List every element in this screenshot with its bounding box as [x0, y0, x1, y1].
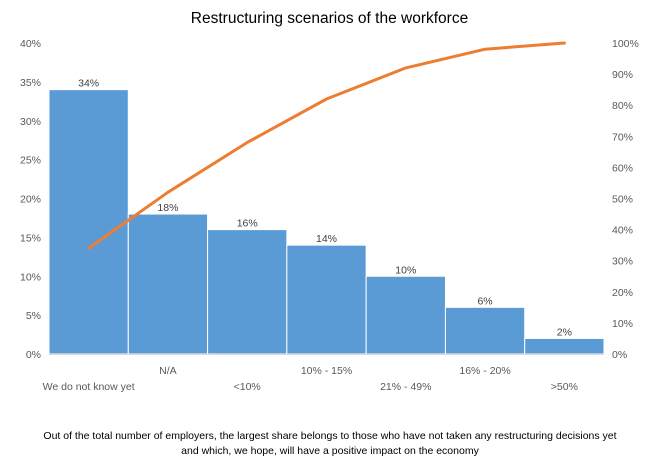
right-axis-tick-label: 50% [612, 194, 633, 206]
cumulative-line [87, 41, 566, 250]
left-axis-tick-label: 20% [20, 194, 41, 206]
right-axis-tick-label: 100% [612, 38, 639, 50]
left-axis: 0% 5% 10% 15% 20% 25% 30% 35% 40% [20, 38, 41, 361]
x-axis-category-label: <10% [234, 381, 261, 393]
left-axis-tick-label: 5% [26, 310, 41, 322]
bar [524, 337, 605, 355]
bar [444, 306, 526, 355]
right-axis-tick-label: 70% [612, 131, 633, 143]
bar [365, 275, 446, 355]
right-axis-tick-label: 30% [612, 256, 633, 268]
x-axis: We do not know yet N/A <10% 10% - 15% 21% - … [43, 354, 604, 393]
x-axis-category-label: >50% [551, 381, 578, 393]
bar-data-label: 16% [237, 218, 258, 230]
bar-data-label: 34% [78, 78, 99, 90]
bars [48, 89, 605, 355]
left-axis-tick-label: 30% [20, 116, 41, 128]
right-axis-tick-label: 40% [612, 225, 633, 237]
x-axis-category-label: N/A [159, 365, 177, 377]
bar [127, 213, 209, 355]
right-axis-tick-label: 80% [612, 100, 633, 112]
right-axis-tick-label: 10% [612, 318, 633, 330]
left-axis-tick-label: 10% [20, 271, 41, 283]
right-axis-tick-label: 20% [612, 287, 633, 299]
bar-data-labels: 34% 18% 16% 14% 10% 6% 2% [78, 78, 572, 339]
chart-caption: Out of the total number of employers, th… [43, 430, 617, 457]
cumulative-line-group [87, 41, 566, 250]
left-axis-tick-label: 40% [20, 38, 41, 50]
left-axis-tick-label: 35% [20, 77, 41, 89]
bar-data-label: 6% [477, 295, 492, 307]
chart-title: Restructuring scenarios of the workforce [190, 10, 469, 27]
right-axis-tick-label: 0% [612, 349, 627, 361]
x-axis-category-label: 10% - 15% [301, 365, 352, 377]
bar-data-label: 18% [157, 202, 178, 214]
bar-data-label: 14% [316, 233, 337, 245]
left-axis-tick-label: 25% [20, 155, 41, 167]
bar-data-label: 10% [395, 264, 416, 276]
left-axis-tick-label: 15% [20, 232, 41, 244]
bar [48, 89, 129, 355]
x-axis-category-label: 16% - 20% [459, 365, 510, 377]
left-axis-tick-label: 0% [26, 349, 41, 361]
right-axis-tick-label: 60% [612, 162, 633, 174]
bar [207, 229, 288, 355]
right-axis: 0% 10% 20% 30% 40% 50% 60% 70% 80% 90% 100% [612, 38, 639, 361]
right-axis-tick-label: 90% [612, 69, 633, 81]
bar-data-label: 2% [557, 326, 572, 338]
bar [286, 244, 367, 355]
x-axis-category-label: We do not know yet [43, 381, 135, 393]
x-axis-category-label: 21% - 49% [380, 381, 431, 393]
